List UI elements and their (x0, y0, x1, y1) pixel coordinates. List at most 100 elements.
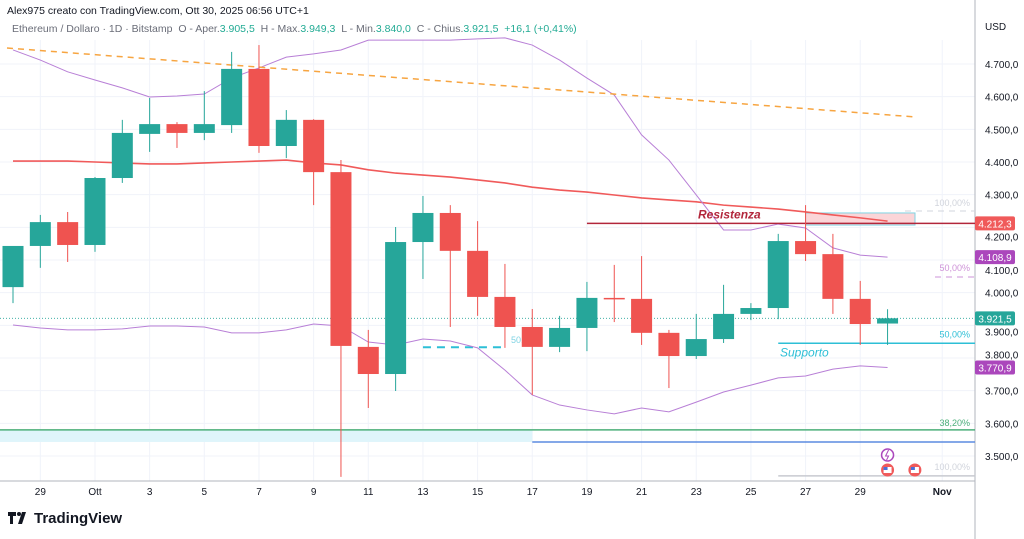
candle-body[interactable] (412, 212, 434, 243)
x-tick-label: 19 (581, 487, 593, 498)
candle-body[interactable] (740, 308, 762, 314)
author-line: Alex975 creato con TradingView.com, Ott … (7, 5, 309, 17)
y-tick-label: 3.600,0 (985, 419, 1019, 430)
change-value: +16,1 (+0,41%) (504, 23, 577, 35)
candle-body[interactable] (603, 297, 625, 300)
us-flag-canton (910, 467, 915, 470)
moving-average-line (13, 159, 888, 222)
y-tick-label: 4.500,0 (985, 125, 1019, 136)
y-tick-label: 4.000,0 (985, 289, 1019, 300)
fib-top-label: 100,00% (934, 198, 970, 208)
x-tick-label: Nov (933, 487, 952, 498)
candle-body[interactable] (275, 119, 297, 146)
candle-body[interactable] (139, 124, 161, 134)
candle-body[interactable] (57, 222, 79, 245)
y-tick-label: 4.200,0 (985, 232, 1019, 243)
candle-body[interactable] (494, 296, 516, 327)
price-label-badge (975, 250, 1015, 265)
x-tick-label: 21 (636, 487, 648, 498)
price-label-badge (975, 360, 1015, 375)
y-tick-label: 3.900,0 (985, 327, 1019, 338)
bollinger-lower-line (12, 323, 888, 415)
fib-mid-upper-label: 50,00% (939, 263, 970, 273)
candle-body[interactable] (221, 68, 243, 126)
candle-body[interactable] (576, 297, 598, 328)
low-label: L - Min. (341, 23, 376, 35)
resistance-label: Resistenza (698, 207, 761, 221)
x-tick-label: 29 (855, 487, 867, 498)
candle-body[interactable] (713, 313, 735, 340)
symbol-legend: Ethereum / Dollaro · 1D · Bitstamp O - A… (12, 23, 577, 35)
y-tick-label: 3.500,0 (985, 452, 1019, 463)
y-tick-label: 4.300,0 (985, 191, 1019, 202)
x-tick-label: 5 (202, 487, 208, 498)
close-label: C - Chius. (416, 23, 464, 35)
candle-body[interactable] (685, 339, 707, 357)
support-label: Supporto (780, 345, 829, 359)
y-tick-label: 4.700,0 (985, 60, 1019, 71)
price-label-text: 3.770,9 (978, 364, 1012, 375)
candle-body[interactable] (767, 241, 789, 309)
candle-body[interactable] (330, 172, 352, 346)
x-tick-label: Ott (88, 487, 102, 498)
candle-body[interactable] (2, 245, 24, 288)
fib-bottom-label: 100,00% (934, 462, 970, 472)
high-value: 3.949,3 (300, 23, 336, 35)
logo-text: TradingView (34, 510, 123, 527)
x-tick-label: 11 (363, 487, 374, 498)
fib-mid-support-label: 50,00% (939, 329, 970, 339)
y-tick-label: 3.700,0 (985, 387, 1019, 398)
lightning-glyph (884, 449, 890, 461)
fib-zone (0, 429, 533, 442)
price-label-badge (975, 216, 1015, 231)
candle-body[interactable] (795, 241, 817, 255)
x-tick-label: 7 (256, 487, 262, 498)
y-tick-label: 4.400,0 (985, 158, 1019, 169)
x-tick-label: 27 (800, 487, 812, 498)
price-label-text: 4.108,9 (978, 253, 1012, 264)
candle-body[interactable] (303, 119, 325, 173)
candle-body[interactable] (166, 124, 188, 133)
x-tick-label: 25 (745, 487, 757, 498)
x-tick-label: 29 (35, 487, 47, 498)
x-tick-label: 9 (311, 487, 317, 498)
price-label-badge (975, 311, 1015, 326)
candle-body[interactable] (849, 298, 871, 325)
x-tick-label: 15 (472, 487, 484, 498)
candle-body[interactable] (467, 250, 489, 297)
price-label-text: 4.212,3 (978, 219, 1012, 230)
tradingview-logo[interactable]: TradingView (8, 510, 122, 527)
x-tick-label: 3 (147, 487, 153, 498)
candle-body[interactable] (631, 298, 653, 333)
high-label: H - Max. (260, 23, 301, 35)
x-tick-label: 13 (417, 487, 429, 498)
fib-382-label: 38,20% (939, 418, 970, 428)
tradingview-logo-icon (8, 511, 26, 524)
candle-body[interactable] (658, 332, 680, 357)
x-tick-label: 17 (527, 487, 539, 498)
us-flag-canton (883, 467, 888, 470)
y-tick-label: 4.600,0 (985, 93, 1019, 104)
symbol-name[interactable]: Ethereum / Dollaro · 1D · Bitstamp (12, 23, 173, 35)
close-value: 3.921,5 (463, 23, 499, 35)
open-label: O - Aper. (178, 23, 220, 35)
trend-line (6, 47, 915, 118)
candle-body[interactable] (822, 254, 844, 299)
y-tick-label: 4.100,0 (985, 266, 1019, 277)
candle-body[interactable] (439, 212, 461, 251)
price-label-text: 3.921,5 (978, 314, 1012, 325)
candle-body[interactable] (193, 124, 215, 133)
candle-body[interactable] (357, 346, 379, 375)
candle-body[interactable] (385, 242, 407, 375)
currency-label[interactable]: USD (985, 22, 1007, 33)
candle-body[interactable] (111, 132, 133, 179)
bollinger-upper-line (12, 37, 888, 258)
candle-body[interactable] (248, 68, 270, 146)
candle-body[interactable] (877, 318, 899, 324)
candle-body[interactable] (29, 222, 51, 246)
lightning-icon[interactable] (880, 448, 895, 462)
candle-body[interactable] (84, 178, 106, 245)
candle-body[interactable] (521, 326, 543, 347)
candle-body[interactable] (549, 327, 571, 347)
